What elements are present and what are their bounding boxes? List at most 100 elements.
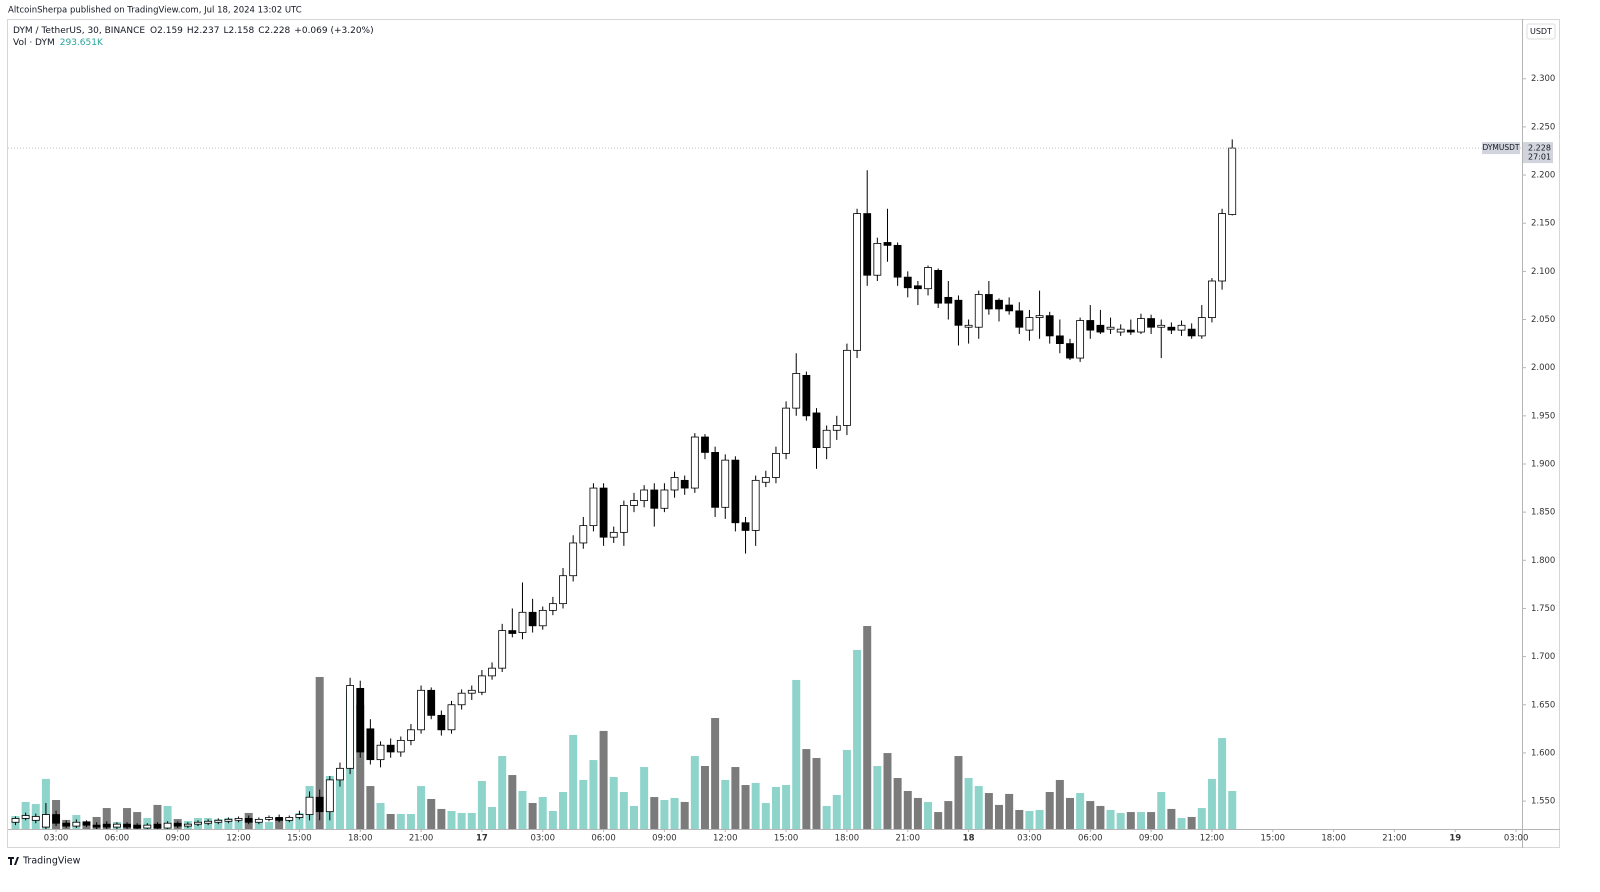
volume-bar: [477, 780, 486, 829]
candle-body: [843, 349, 851, 426]
x-tick-label: 06:00: [1078, 834, 1103, 844]
candle-body: [538, 609, 547, 627]
candle-body: [1035, 315, 1044, 318]
volume-bar: [1218, 738, 1227, 829]
candle-body: [366, 728, 375, 761]
volume-bar: [467, 812, 476, 829]
x-tick-label: 09:00: [652, 834, 677, 844]
candle-body: [853, 213, 861, 351]
candle-body: [1025, 317, 1034, 331]
volume-bar: [771, 786, 780, 829]
candle-body: [1116, 328, 1125, 333]
volume-bar: [1197, 808, 1206, 829]
publisher: AltcoinSherpa published on TradingView.c…: [8, 6, 302, 16]
candle-body: [11, 818, 20, 823]
volume-bar: [974, 786, 983, 829]
logo: TradingView: [8, 856, 81, 867]
candle-body: [812, 412, 821, 449]
volume-bar: [1167, 808, 1176, 829]
logo-text: TradingView: [22, 856, 81, 867]
candle-body: [559, 575, 567, 605]
candle-body: [1157, 324, 1166, 328]
volume-value: 293.651K: [60, 38, 104, 48]
volume-bar: [680, 801, 689, 829]
candle-body: [1106, 326, 1115, 330]
candle-body: [772, 452, 780, 478]
candle-body: [528, 611, 537, 627]
volume-bar: [264, 822, 273, 829]
x-tick-label: 09:00: [1139, 834, 1164, 844]
currency-button[interactable]: [1526, 23, 1556, 40]
logo-icon: [8, 857, 19, 865]
volume-bar: [295, 812, 304, 829]
volume-bar: [437, 808, 446, 829]
ohlc-high: H2.237: [187, 26, 220, 36]
candle-body: [295, 814, 304, 818]
candle-body: [1005, 304, 1014, 312]
volume-bar: [883, 753, 892, 829]
candle-body: [670, 477, 679, 491]
volume-bar: [995, 804, 1004, 829]
volume-bar: [721, 779, 730, 829]
volume-bar: [1065, 797, 1074, 829]
volume-bar: [924, 801, 933, 829]
candle-body: [376, 744, 385, 761]
candle-body: [619, 504, 628, 533]
volume-bar: [498, 756, 507, 829]
volume-bar: [863, 626, 872, 829]
candle-body: [112, 823, 121, 828]
volume-bar: [1136, 812, 1145, 829]
candle-body: [1066, 343, 1074, 359]
candle-body: [82, 821, 91, 826]
candle-body: [873, 243, 882, 276]
volume-bar: [934, 812, 943, 829]
price-tag-name-box: [1482, 142, 1520, 155]
price-tag-box: [1523, 142, 1553, 164]
x-tick-label: 03:00: [1017, 834, 1042, 844]
candle-body: [690, 436, 699, 489]
volume-bar: [538, 797, 547, 829]
candle-body: [407, 729, 415, 741]
y-tick-label: 1.900: [1531, 459, 1555, 469]
x-tick-label: 19: [1449, 834, 1461, 844]
x-tick-label: 15:00: [774, 834, 799, 844]
volume-bar: [396, 813, 405, 829]
volume-bar: [913, 797, 922, 829]
volume-bar: [609, 776, 618, 829]
volume-bar: [315, 676, 324, 829]
candles: [11, 139, 1237, 829]
candle-body: [447, 704, 456, 731]
volume-bar: [366, 786, 375, 829]
candle-body: [42, 814, 50, 828]
candle-body: [265, 817, 273, 820]
volume-bar: [102, 808, 111, 829]
volume-bar: [417, 786, 426, 829]
candle-body: [21, 815, 30, 819]
x-tick-label: 12:00: [1200, 834, 1225, 844]
candle-body: [427, 689, 436, 716]
volume-bar: [1045, 791, 1054, 829]
candle-body: [1187, 328, 1196, 337]
volume-bar: [599, 730, 608, 829]
candle-body: [386, 744, 395, 753]
x-tick-label: 18:00: [835, 834, 860, 844]
x-tick-label: 17: [476, 834, 488, 844]
y-tick-label: 1.950: [1531, 411, 1555, 421]
volume-bar: [741, 785, 750, 829]
candle-body: [285, 817, 294, 821]
candle-body: [488, 667, 496, 677]
volume-bars: [11, 626, 1237, 829]
volume-bar: [660, 800, 669, 829]
volume-bar: [832, 794, 841, 829]
y-tick-label: 2.050: [1531, 315, 1555, 325]
candle-body: [1126, 329, 1135, 333]
currency-label[interactable]: USDT: [1530, 27, 1552, 36]
candle-body: [883, 242, 892, 246]
volume-bar: [650, 797, 659, 829]
candle-body: [609, 531, 618, 538]
volume-bar: [984, 793, 993, 829]
candle-body: [751, 479, 760, 531]
candle-body: [660, 489, 669, 509]
candle-body: [72, 821, 81, 827]
candle-body: [599, 487, 608, 538]
